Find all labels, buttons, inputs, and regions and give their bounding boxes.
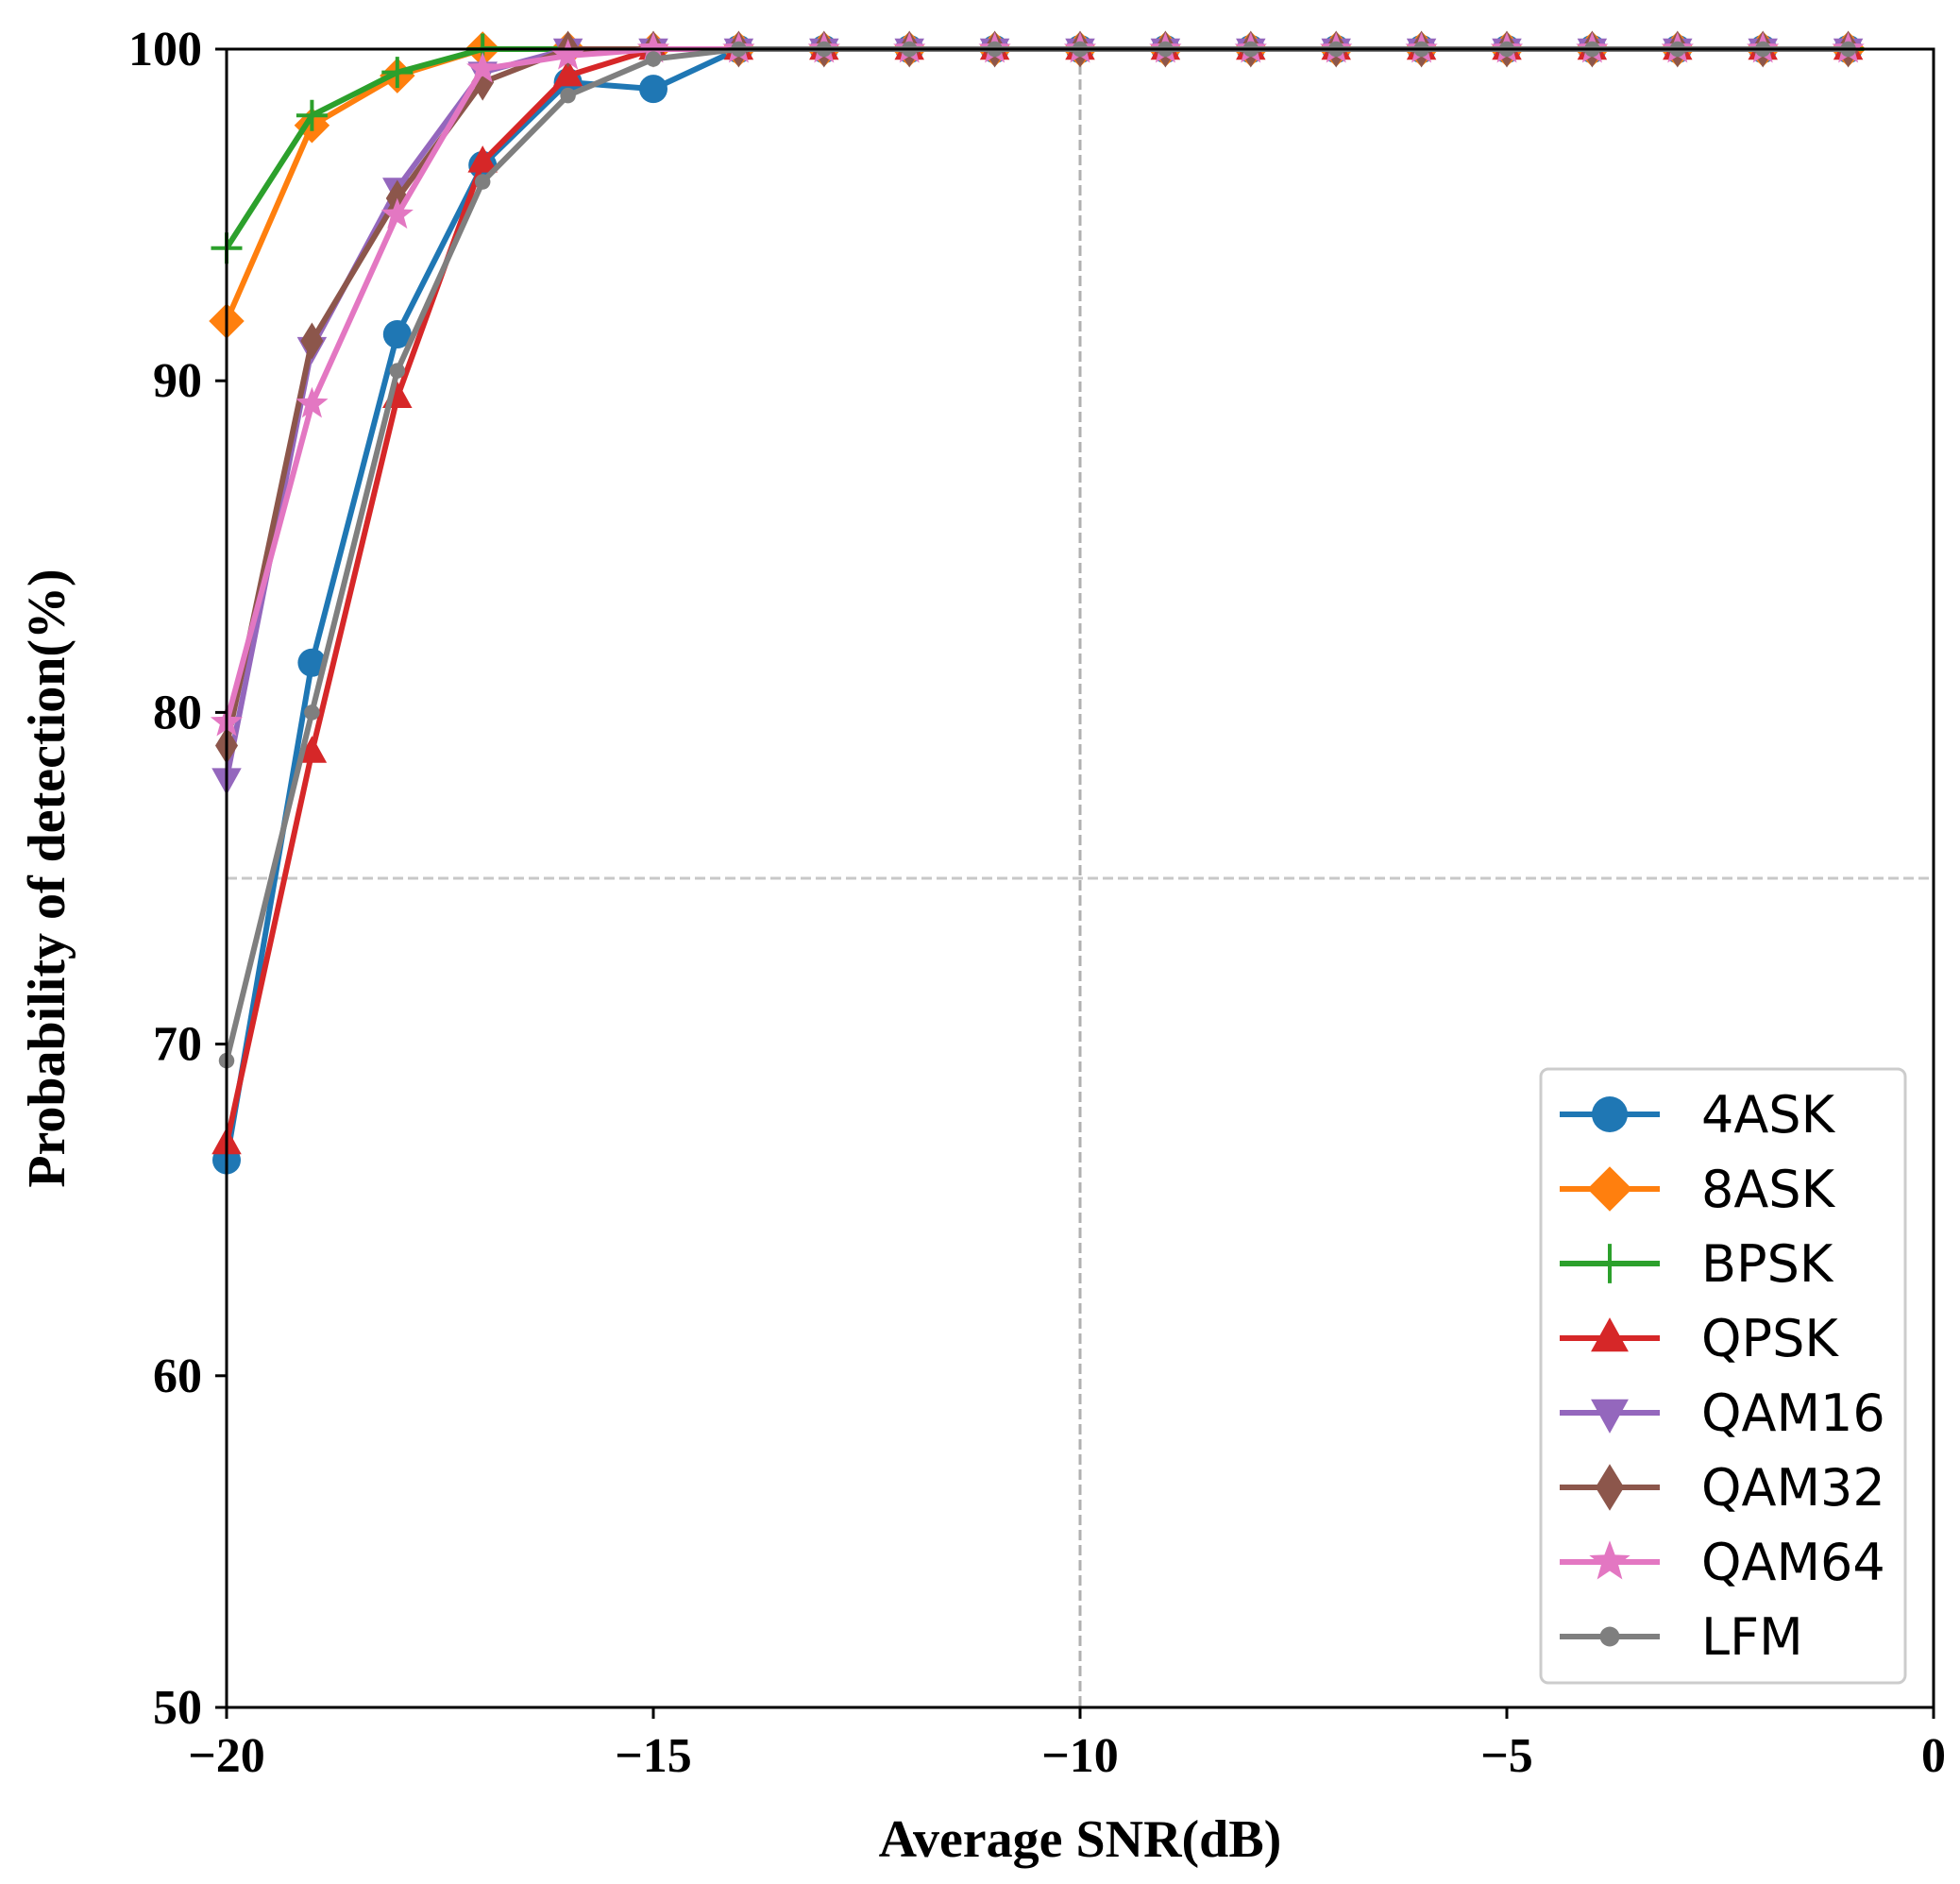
legend-item-qam16: QAM16 — [1560, 1383, 1885, 1443]
data-point-4ask — [297, 648, 327, 677]
legend-marker-qpsk — [1591, 1317, 1629, 1352]
legend-label-4ask: 4ASK — [1701, 1085, 1836, 1145]
data-point-bpsk — [296, 99, 328, 131]
axes: −20 −15 −10 −5 0 50 60 70 80 90 100 — [128, 23, 1946, 1783]
y-tick-label: 90 — [153, 354, 202, 408]
data-point-lfm — [560, 87, 576, 104]
legend-marker-qam64 — [1589, 1540, 1631, 1580]
x-axis-label: Average SNR(dB) — [879, 1810, 1282, 1869]
data-point-qam64 — [551, 39, 584, 70]
legend-marker-4ask — [1592, 1096, 1628, 1132]
legend-label-qam32: QAM32 — [1701, 1458, 1885, 1518]
data-point-lfm — [304, 704, 320, 721]
data-point-qam64 — [466, 52, 499, 83]
y-tick-label: 60 — [153, 1349, 202, 1403]
data-point-lfm — [389, 363, 406, 379]
data-point-qam64 — [636, 32, 670, 63]
data-point-lfm — [645, 51, 662, 67]
legend-marker-bpsk — [1590, 1244, 1630, 1283]
legend-label-qpsk: QPSK — [1701, 1309, 1839, 1368]
y-axis-label: Probability of detection(%) — [18, 569, 76, 1187]
data-point-4ask — [382, 320, 412, 349]
data-point-qpsk — [552, 59, 583, 87]
data-point-qpsk — [467, 145, 498, 173]
legend-item-4ask: 4ASK — [1560, 1085, 1836, 1145]
y-tick-label: 80 — [153, 686, 202, 739]
data-point-4ask — [639, 75, 667, 104]
y-tick-label: 70 — [153, 1018, 202, 1072]
data-point-qam64 — [296, 386, 329, 418]
legend-label-lfm: LFM — [1701, 1607, 1803, 1667]
legend-marker-8ask — [1587, 1166, 1632, 1212]
x-tick-label: −5 — [1480, 1729, 1533, 1783]
legend-item-qpsk: QPSK — [1560, 1309, 1839, 1368]
data-point-qam64 — [380, 197, 414, 229]
y-tick-label: 50 — [153, 1681, 202, 1735]
legend: 4ASK 8ASK BPSK QPSK QAM16 QAM32 QAM64 LFM — [1539, 1067, 1907, 1685]
x-tick-label: 0 — [1921, 1729, 1946, 1783]
legend-label-qam64: QAM64 — [1701, 1533, 1885, 1592]
data-point-lfm — [474, 174, 491, 190]
legend-box — [1539, 1067, 1907, 1685]
x-tick-label: −10 — [1041, 1729, 1119, 1783]
legend-item-8ask: 8ASK — [1560, 1160, 1836, 1219]
legend-item-qam64: QAM64 — [1560, 1533, 1885, 1592]
legend-label-bpsk: BPSK — [1701, 1234, 1834, 1294]
legend-marker-lfm — [1599, 1626, 1620, 1647]
y-tick-label: 100 — [128, 23, 202, 76]
x-tick-label: −15 — [615, 1729, 692, 1783]
data-point-bpsk — [381, 57, 414, 89]
reference-lines — [227, 49, 1934, 1707]
data-point-qpsk — [296, 736, 328, 763]
legend-marker-qam32 — [1595, 1464, 1625, 1511]
legend-item-bpsk: BPSK — [1560, 1234, 1834, 1294]
legend-item-qam32: QAM32 — [1560, 1458, 1885, 1518]
x-tick-label: −20 — [188, 1729, 265, 1783]
legend-marker-qam16 — [1591, 1399, 1629, 1434]
data-point-qam32 — [300, 322, 324, 360]
legend-item-lfm: LFM — [1560, 1607, 1803, 1667]
legend-label-qam16: QAM16 — [1701, 1383, 1885, 1443]
legend-label-8ask: 8ASK — [1701, 1160, 1836, 1219]
